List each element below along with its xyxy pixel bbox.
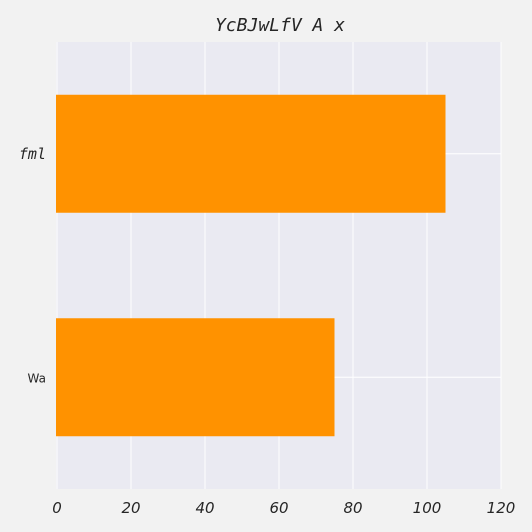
y-category-label: Wa [28, 371, 46, 385]
x-tick-label: 120 [487, 499, 516, 517]
x-tick-label: 0 [52, 499, 62, 517]
x-tick-label: 80 [343, 499, 362, 517]
bar [56, 95, 446, 213]
bar [56, 318, 335, 436]
y-category-label: fml [19, 145, 46, 163]
x-tick-labels: 0 20 40 60 80 100 120 [52, 499, 515, 517]
x-tick-label: 60 [269, 499, 288, 517]
chart-title: YcBJwLfV A x [215, 15, 345, 36]
x-tick-label: 20 [121, 499, 140, 517]
y-category-labels: fml Wa [19, 145, 46, 386]
x-tick-label: 100 [413, 499, 442, 517]
x-tick-label: 40 [195, 499, 214, 517]
